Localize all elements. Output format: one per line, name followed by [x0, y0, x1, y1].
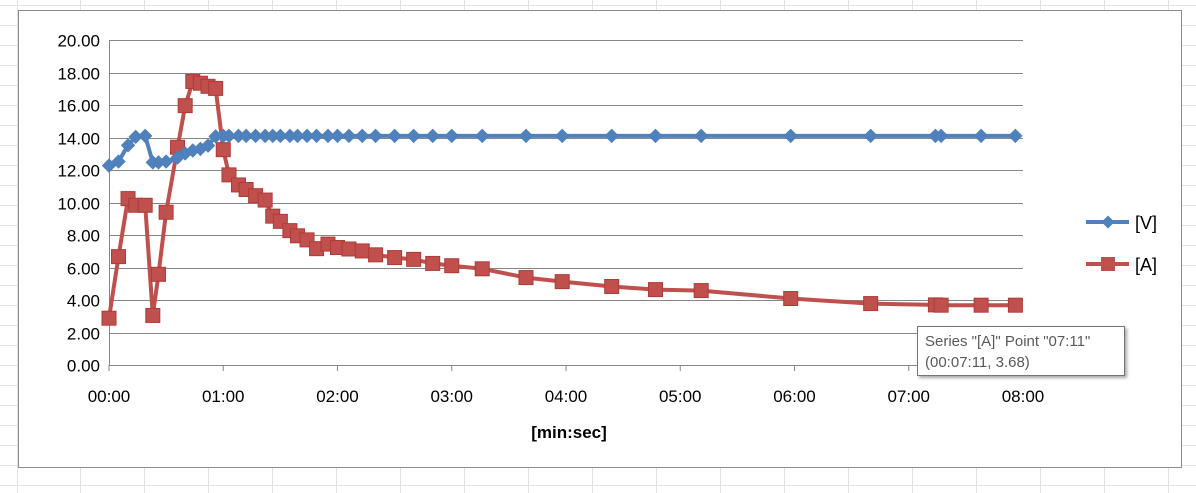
data-point-v[interactable]: [341, 128, 357, 144]
data-point-a[interactable]: [137, 197, 153, 213]
data-point-a[interactable]: [783, 291, 799, 307]
data-point-a[interactable]: [863, 296, 879, 312]
line-chart: 0.00 2.00 4.00 6.00 8.00 10.00 12.00 14.00 16.00…: [57, 32, 1157, 443]
data-point-v[interactable]: [299, 128, 315, 144]
x-tick-label: 07:00: [887, 387, 930, 406]
data-point-a[interactable]: [647, 282, 663, 298]
data-point-v[interactable]: [648, 128, 663, 144]
data-point-v[interactable]: [158, 154, 174, 169]
data-point-tooltip: Series "[A]" Point "07:11" (00:07:11, 3.…: [917, 326, 1125, 376]
data-point-v[interactable]: [554, 128, 570, 144]
legend-label: [A]: [1135, 255, 1157, 275]
y-tick-label: 6.00: [67, 260, 100, 279]
y-tick-label: 4.00: [67, 292, 100, 311]
data-point-v[interactable]: [475, 128, 490, 144]
data-point-a[interactable]: [354, 243, 370, 259]
data-point-v[interactable]: [221, 128, 237, 144]
x-tick-label: 08:00: [1002, 387, 1045, 406]
data-point-a[interactable]: [111, 249, 127, 265]
y-tick-label: 8.00: [67, 227, 100, 246]
data-point-a[interactable]: [387, 250, 403, 266]
data-point-v[interactable]: [604, 128, 619, 144]
legend-marker: [1101, 215, 1115, 229]
data-point-v[interactable]: [238, 128, 254, 144]
x-tick-label: 05:00: [659, 387, 702, 406]
data-point-a[interactable]: [145, 307, 161, 323]
data-point-v[interactable]: [783, 128, 798, 144]
legend-entry[interactable]: [V]: [1086, 213, 1157, 233]
data-point-v[interactable]: [387, 128, 402, 144]
data-point-v[interactable]: [273, 128, 288, 144]
data-point-v[interactable]: [1008, 128, 1023, 144]
data-point-a[interactable]: [1007, 297, 1023, 313]
x-tick-label: 04:00: [545, 387, 588, 406]
data-point-a[interactable]: [693, 283, 709, 299]
legend-marker: [1101, 257, 1115, 271]
data-point-a[interactable]: [215, 142, 231, 158]
y-tick-label: 18.00: [57, 65, 100, 84]
y-tick-label: 14.00: [57, 130, 100, 149]
data-point-v[interactable]: [248, 128, 263, 144]
data-point-v[interactable]: [137, 128, 153, 144]
data-point-a[interactable]: [933, 297, 949, 313]
y-tick-label: 2.00: [67, 325, 100, 344]
y-tick-label: 12.00: [57, 162, 100, 181]
data-point-v[interactable]: [290, 128, 305, 144]
data-point-v[interactable]: [406, 128, 421, 144]
y-tick-label: 10.00: [57, 195, 100, 214]
tooltip-value: (00:07:11, 3.68): [925, 354, 1030, 371]
x-tick-label: 00:00: [88, 387, 131, 406]
x-tick-label: 06:00: [773, 387, 816, 406]
y-tick-label: 20.00: [57, 32, 100, 51]
legend-entry[interactable]: [A]: [1086, 255, 1157, 275]
data-point-v[interactable]: [330, 128, 345, 144]
data-point-a[interactable]: [604, 279, 620, 295]
data-point-a[interactable]: [973, 297, 989, 313]
data-point-a[interactable]: [177, 98, 193, 114]
data-point-v[interactable]: [444, 128, 459, 144]
chart-area[interactable]: 0.00 2.00 4.00 6.00 8.00 10.00 12.00 14.00 16.00…: [18, 10, 1182, 468]
data-point-a[interactable]: [406, 251, 422, 267]
data-point-v[interactable]: [309, 128, 324, 144]
x-tick-label: 02:00: [316, 387, 359, 406]
data-point-a[interactable]: [158, 204, 174, 220]
x-tick-label: 03:00: [430, 387, 473, 406]
data-point-a[interactable]: [208, 80, 224, 96]
data-point-a[interactable]: [257, 192, 273, 208]
data-point-v[interactable]: [368, 128, 383, 144]
data-point-a[interactable]: [368, 247, 384, 263]
data-point-v[interactable]: [425, 128, 440, 144]
data-point-a[interactable]: [101, 310, 117, 326]
y-tick-label: 0.00: [67, 357, 100, 376]
data-point-v[interactable]: [693, 128, 709, 144]
legend-label: [V]: [1135, 213, 1157, 233]
data-point-v[interactable]: [933, 128, 949, 144]
x-axis-title: [min:sec]: [531, 423, 607, 442]
data-point-v[interactable]: [355, 128, 370, 144]
data-point-v[interactable]: [973, 128, 989, 144]
data-point-a[interactable]: [518, 270, 534, 286]
data-point-a[interactable]: [341, 241, 357, 257]
data-point-a[interactable]: [425, 255, 441, 271]
data-point-a[interactable]: [151, 266, 167, 282]
y-tick-label: 16.00: [57, 97, 100, 116]
data-point-v[interactable]: [320, 128, 336, 144]
data-point-v[interactable]: [200, 138, 216, 153]
data-point-v[interactable]: [518, 128, 534, 144]
data-point-v[interactable]: [863, 128, 878, 144]
data-point-a[interactable]: [444, 258, 460, 274]
data-point-a[interactable]: [554, 274, 570, 290]
tooltip-series-point: Series "[A]" Point "07:11": [925, 333, 1091, 350]
data-point-v[interactable]: [120, 138, 136, 153]
data-point-a[interactable]: [474, 261, 490, 277]
x-tick-label: 01:00: [202, 387, 245, 406]
data-point-v[interactable]: [111, 154, 126, 169]
